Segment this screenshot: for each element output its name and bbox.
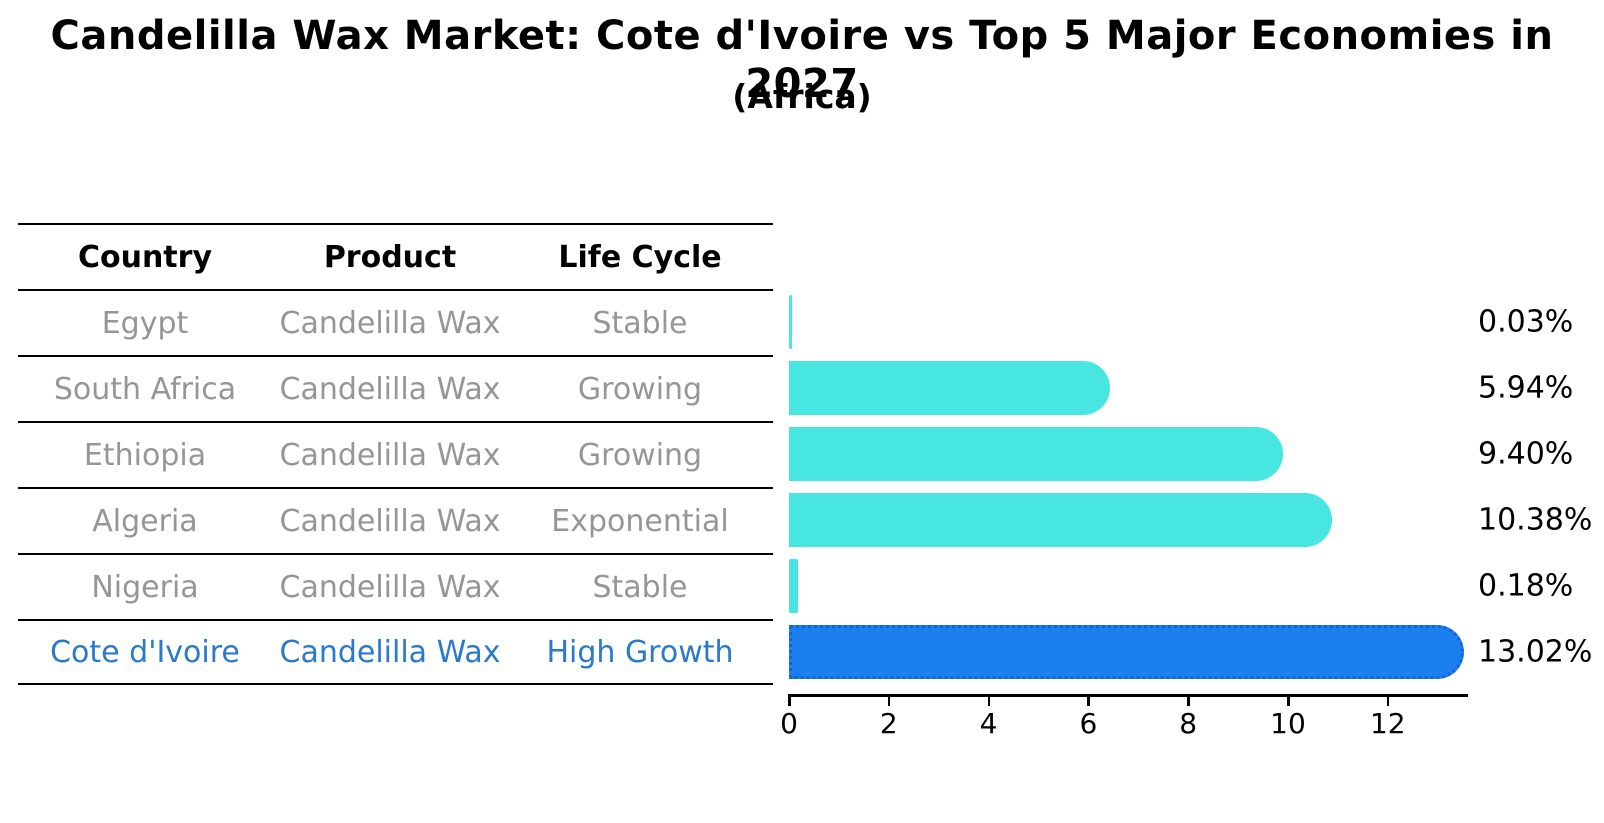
bar-algeria xyxy=(789,493,1332,547)
value-label-algeria: 10.38% xyxy=(1478,502,1593,538)
table-cell-country: Algeria xyxy=(92,503,198,539)
table-cell-product: Candelilla Wax xyxy=(279,569,501,605)
x-tick-mark-4 xyxy=(987,694,991,706)
bar-cote-d-ivoire xyxy=(789,625,1464,679)
value-label-egypt: 0.03% xyxy=(1478,304,1574,340)
value-label-ethiopia: 9.40% xyxy=(1478,436,1574,472)
country-table: Country Product Life Cycle Egypt Candelil… xyxy=(18,223,773,685)
value-label-south-africa: 5.94% xyxy=(1478,370,1574,406)
x-tick-label-8: 8 xyxy=(1179,707,1198,740)
x-tick-label-0: 0 xyxy=(780,707,798,740)
table-header-product: Product xyxy=(323,239,457,275)
x-tick-mark-2 xyxy=(887,694,891,706)
bar-egypt xyxy=(789,295,792,349)
table-header-life-cycle: Life Cycle xyxy=(558,239,722,275)
table-cell-product: Candelilla Wax xyxy=(279,634,501,670)
table-cell-life-cycle: Stable xyxy=(592,305,688,341)
table-row-algeria: Algeria Candelilla Wax Exponential xyxy=(18,487,773,553)
bar-nigeria xyxy=(789,559,798,613)
table-cell-country: South Africa xyxy=(53,371,237,407)
x-tick-mark-12 xyxy=(1386,694,1390,706)
chart-title: Candelilla Wax Market: Cote d'Ivoire vs … xyxy=(50,13,1554,107)
x-tick-mark-6 xyxy=(1087,694,1090,706)
x-tick-label-10: 10 xyxy=(1270,707,1306,740)
table-cell-product: Candelilla Wax xyxy=(279,371,501,407)
table-cell-life-cycle: High Growth xyxy=(546,634,734,670)
table-cell-product: Candelilla Wax xyxy=(279,305,501,341)
table-row-egypt: Egypt Candelilla Wax Stable xyxy=(18,289,773,355)
table-row-south-africa: South Africa Candelilla Wax Growing xyxy=(18,355,773,421)
table-header-country: Country xyxy=(77,239,213,275)
x-tick-label-6: 6 xyxy=(1079,707,1098,740)
table-cell-country: Cote d'Ivoire xyxy=(50,634,240,670)
table-cell-country: Nigeria xyxy=(91,569,199,605)
x-tick-label-2: 2 xyxy=(879,707,898,740)
bar-south-africa xyxy=(789,361,1111,415)
x-tick-label-4: 4 xyxy=(979,707,998,740)
chart-subtitle: (Africa) xyxy=(732,77,872,116)
x-tick-mark-8 xyxy=(1187,694,1190,706)
x-tick-label-12: 12 xyxy=(1369,707,1406,740)
x-tick-mark-0 xyxy=(788,694,791,706)
table-row-cote-d-ivoire: Cote d'Ivoire Candelilla Wax High Growth xyxy=(18,619,773,685)
table-cell-country: Ethiopia xyxy=(83,437,207,473)
table-row-ethiopia: Ethiopia Candelilla Wax Growing xyxy=(18,421,773,487)
x-axis-line xyxy=(788,694,1468,697)
table-cell-life-cycle: Growing xyxy=(577,371,703,407)
table-cell-life-cycle: Stable xyxy=(592,569,688,605)
table-cell-product: Candelilla Wax xyxy=(279,503,501,539)
bar-ethiopia xyxy=(789,427,1284,481)
table-cell-life-cycle: Exponential xyxy=(551,503,729,539)
x-tick-mark-10 xyxy=(1287,694,1290,706)
value-label-nigeria: 0.18% xyxy=(1478,568,1574,604)
table-header-row: Country Product Life Cycle xyxy=(18,223,773,289)
value-label-cote-d-ivoire: 13.02% xyxy=(1478,634,1593,670)
table-cell-life-cycle: Growing xyxy=(577,437,703,473)
table-row-nigeria: Nigeria Candelilla Wax Stable xyxy=(18,553,773,619)
table-cell-country: Egypt xyxy=(101,305,189,341)
table-cell-product: Candelilla Wax xyxy=(279,437,501,473)
